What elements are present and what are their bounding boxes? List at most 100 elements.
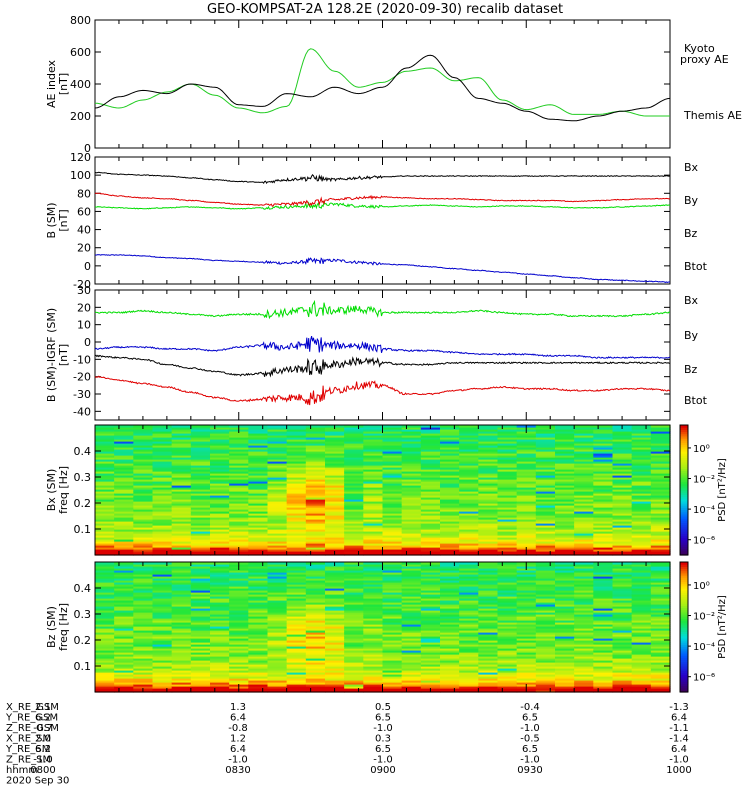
spectrogram-cell [555, 457, 575, 460]
spectrogram-cell [171, 469, 192, 472]
spectrogram-cell [401, 509, 422, 512]
spectrogram-cell [478, 576, 499, 579]
spectrogram-cell [267, 437, 288, 440]
spectrogram-cell [555, 541, 575, 544]
spectrogram-cell [190, 632, 211, 635]
spectrogram-cell [171, 686, 192, 689]
spectrogram-cell [555, 608, 575, 611]
spectrogram-cell [459, 578, 479, 581]
spectrogram-cell [420, 644, 441, 647]
spectrogram-cell [210, 666, 230, 669]
spectrogram-cell [286, 606, 307, 609]
spectrogram-cell [229, 648, 249, 651]
spectrogram-cell [459, 646, 479, 649]
spectrogram-cell [478, 551, 499, 554]
spectrogram-cell [516, 521, 537, 524]
spectrogram-cell [305, 648, 326, 651]
spectrogram-cell [229, 612, 249, 615]
spectrogram-cell [267, 435, 288, 438]
spectrogram-cell [267, 511, 288, 514]
spectrogram-cell [171, 457, 192, 460]
spectrogram-cell [555, 551, 575, 554]
spectrogram-cell [382, 477, 403, 480]
spectrogram-cell [478, 527, 499, 530]
spectrogram-cell [114, 523, 134, 526]
spectrogram-cell [382, 654, 403, 657]
spectrogram-cell [516, 656, 537, 659]
spectrogram-cell [171, 684, 192, 687]
spectrogram-cell [344, 491, 364, 494]
spectrogram-cell [210, 562, 230, 565]
spectrogram-cell [612, 670, 633, 673]
spectrogram-cell [593, 545, 614, 548]
spectrogram-cell [459, 521, 479, 524]
spectrogram-cell [535, 447, 556, 450]
spectrogram-cell [305, 664, 326, 667]
spectrogram-cell [459, 511, 479, 514]
spectrogram-cell [152, 425, 173, 428]
spectrogram-cell [612, 539, 633, 542]
spectrogram-cell [612, 588, 633, 591]
spectrogram-cell [114, 636, 134, 639]
spectrogram-cell [114, 634, 134, 637]
spectrogram-cell [650, 690, 671, 693]
spectrogram-cell [286, 469, 307, 472]
spectrogram-cell [516, 533, 537, 536]
spectrogram-cell [305, 473, 326, 476]
spectrogram-cell [305, 584, 326, 587]
spectrogram-cell [459, 501, 479, 504]
spectrogram-cell [593, 616, 614, 619]
spectrogram-cell [325, 531, 345, 534]
spectrogram-cell [516, 465, 537, 468]
spectrogram-cell [95, 455, 115, 458]
spectrogram-cell [401, 628, 422, 631]
spectrogram-cell [650, 588, 671, 591]
spectrogram-cell [555, 690, 575, 693]
spectrogram-cell [286, 650, 307, 653]
spectrogram-cell [152, 642, 173, 645]
spectrogram-cell [133, 624, 154, 627]
spectrogram-cell [593, 674, 614, 677]
spectrogram-cell [382, 451, 403, 454]
spectrogram-cell [401, 505, 422, 508]
spectrogram-cell [535, 455, 556, 458]
spectrogram-cell [535, 588, 556, 591]
spectrogram-cell [440, 503, 460, 506]
spectrogram-cell [267, 429, 288, 432]
spectrogram-cell [267, 455, 288, 458]
spectrogram-cell [95, 431, 115, 434]
spectrogram-cell [152, 523, 173, 526]
spectrogram-cell [325, 525, 345, 528]
spectrogram-cell [650, 477, 671, 480]
spectrogram-cell [631, 576, 652, 579]
spectrogram-cell [190, 503, 211, 506]
spectrogram-cell [325, 624, 345, 627]
spectrogram-cell [95, 463, 115, 466]
spectrogram-cell [440, 539, 460, 542]
spectrogram-cell [478, 578, 499, 581]
spectrogram-cell [574, 666, 594, 669]
spectrogram-cell [325, 463, 345, 466]
spectrogram-cell [248, 477, 269, 480]
spectrogram-cell [516, 672, 537, 675]
colorbar-step [680, 546, 688, 550]
spectrogram-cell [95, 664, 115, 667]
spectrogram-cell [363, 451, 384, 454]
spectrogram-cell [95, 668, 115, 671]
spectrogram-cell [478, 670, 499, 673]
spectrogram-cell [171, 570, 192, 573]
spectrogram-cell [650, 566, 671, 569]
spectrogram-cell [210, 584, 230, 587]
spectrogram-cell [478, 445, 499, 448]
spectrogram-cell [478, 682, 499, 685]
spectrogram-cell [95, 636, 115, 639]
spectrogram-cell [631, 425, 652, 428]
spectrogram-cell [114, 566, 134, 569]
spectrogram-cell [516, 680, 537, 683]
spectrogram-cell [344, 441, 364, 444]
spectrogram-cell [612, 437, 633, 440]
spectrogram-cell [344, 628, 364, 631]
spectrogram-cell [210, 549, 230, 552]
spectrogram-cell [593, 499, 614, 502]
spectrogram-cell [401, 485, 422, 488]
